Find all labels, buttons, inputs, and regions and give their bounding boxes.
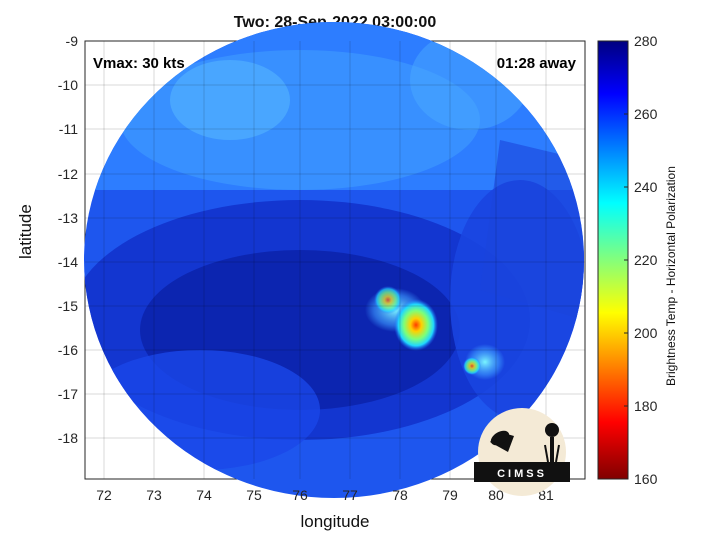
y-tick: -18 [58, 430, 78, 446]
x-tick: 77 [342, 487, 358, 503]
y-tick: -14 [58, 254, 78, 270]
colorbar-tick: 220 [634, 252, 658, 268]
x-tick: 74 [196, 487, 212, 503]
x-tick: 80 [488, 487, 504, 503]
y-axis-label: latitude [16, 204, 35, 259]
x-tick: 73 [146, 487, 162, 503]
cimss-logo-text: CIMSS [497, 468, 547, 480]
y-tick: -13 [58, 210, 78, 226]
y-tick: -11 [59, 121, 78, 137]
x-tick: 79 [442, 487, 458, 503]
x-tick: 76 [292, 487, 308, 503]
colorbar-label: Brightness Temp - Horizontal Polarizatio… [664, 166, 678, 386]
y-tick: -16 [58, 342, 78, 358]
colorbar-ticks: 280 260 240 220 200 180 160 [634, 33, 658, 487]
colorbar-tick: 200 [634, 325, 658, 341]
y-tick: -10 [58, 77, 78, 93]
colorbar [597, 40, 629, 480]
colorbar-tick: 260 [634, 106, 658, 122]
y-tick-labels: -9 -10 -11 -12 -13 -14 -15 -16 -17 -18 [58, 33, 78, 446]
colorbar-tick: 280 [634, 33, 658, 49]
y-tick: -9 [66, 33, 79, 49]
cimss-logo: CIMSS [474, 408, 570, 496]
x-tick: 72 [96, 487, 112, 503]
x-tick: 78 [392, 487, 408, 503]
colorbar-tick: 160 [634, 471, 658, 487]
x-axis-label: longitude [300, 512, 370, 531]
grid [85, 41, 585, 479]
colorbar-tick: 240 [634, 179, 658, 195]
colorbar-tick: 180 [634, 398, 658, 414]
time-away-label: 01:28 away [497, 55, 577, 72]
x-tick: 75 [246, 487, 262, 503]
vmax-label: Vmax: 30 kts [93, 55, 185, 72]
y-tick: -15 [58, 298, 78, 314]
y-tick: -17 [58, 386, 78, 402]
y-tick: -12 [58, 166, 78, 182]
